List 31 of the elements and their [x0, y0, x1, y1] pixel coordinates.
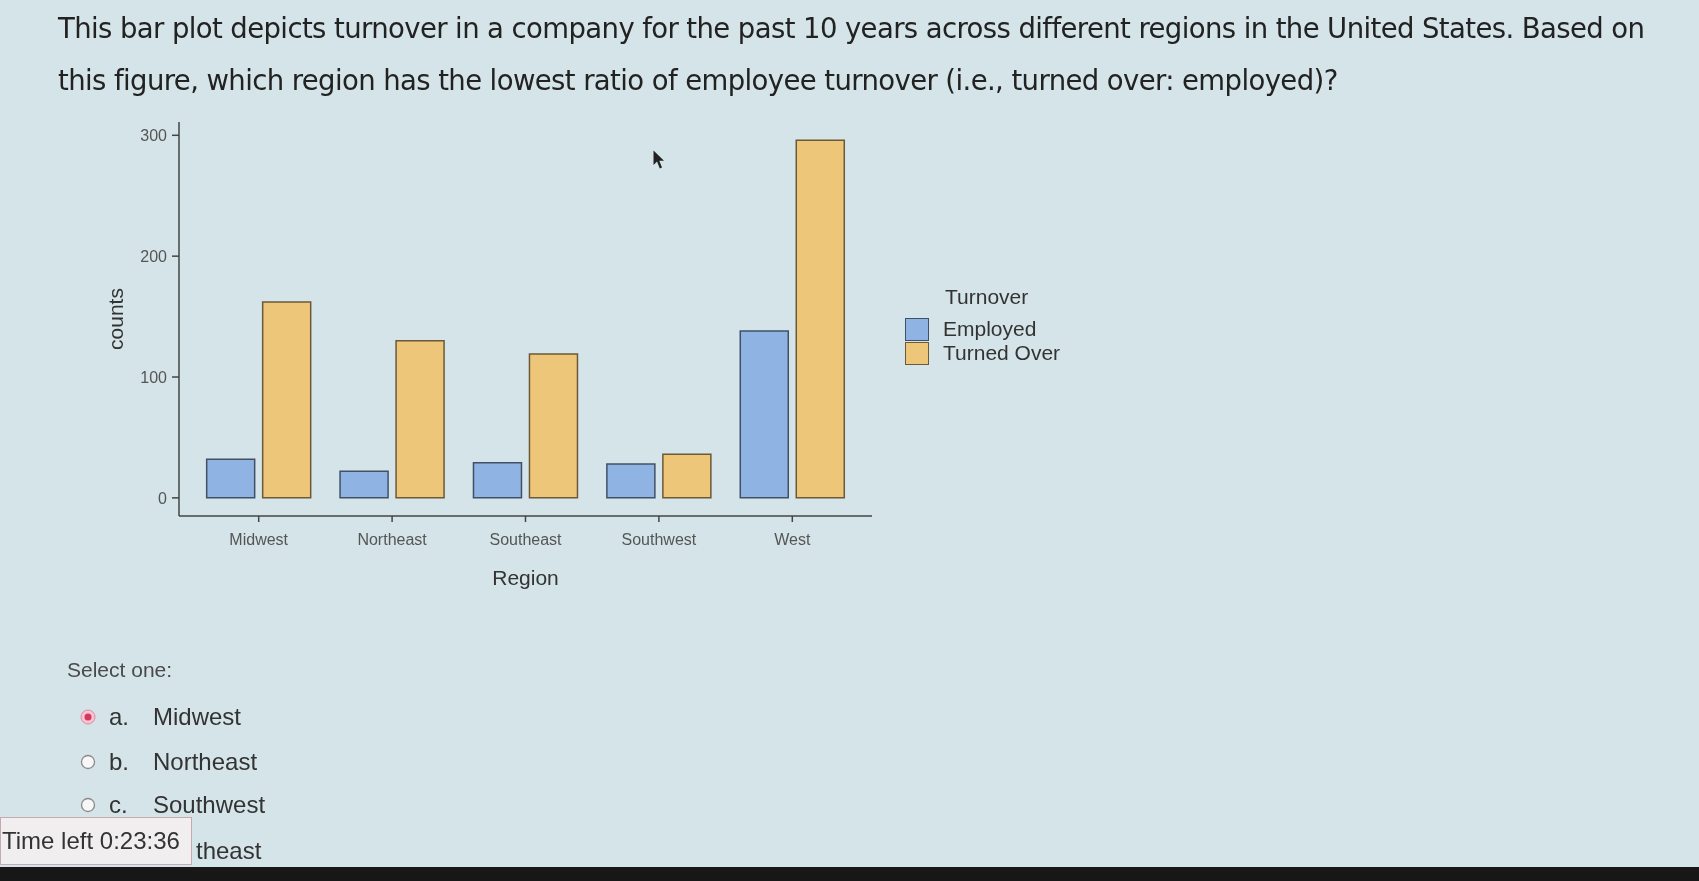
y-axis-title: counts: [103, 288, 127, 350]
bar: [795, 139, 846, 499]
text: Select one:: [67, 657, 173, 683]
bar: [472, 462, 523, 499]
y-tick-label: 200: [140, 247, 168, 265]
y-tick-label: 0: [158, 489, 168, 507]
bar: [205, 458, 256, 499]
x-tick-label: West: [774, 531, 811, 549]
legend-title: Turnover: [945, 284, 1030, 310]
y-tick-label: 100: [140, 368, 168, 386]
bar: [662, 453, 712, 499]
legend-label: Employed: [943, 317, 1037, 341]
x-axis-title: Region: [492, 565, 559, 589]
x-tick-label: Southeast: [489, 531, 563, 549]
text: Time left 0:23:36: [2, 827, 180, 855]
x-tick-label: Northeast: [357, 531, 428, 549]
bar: [339, 470, 389, 499]
bar: [739, 330, 790, 499]
text: theast: [196, 836, 262, 866]
bar: [395, 340, 445, 499]
text: a. Midwest: [109, 702, 242, 732]
bar: [261, 301, 312, 499]
legend-label: Turned Over: [943, 341, 1061, 365]
x-tick-label: Southwest: [621, 531, 697, 549]
bar: [606, 463, 656, 499]
text: b. Northeast: [109, 747, 258, 777]
chart-title: This bar plot depicts turnover in a company for the past 10 years across different regions in the United States. Based on this figure, which region has the lowest ratio of employee turnover (i.e., turned over: employed)?: [58, 11, 1646, 98]
y-tick-label: 300: [140, 126, 168, 144]
text: c. Southwest: [109, 790, 266, 820]
x-tick-label: Midwest: [229, 531, 289, 549]
bar: [528, 353, 579, 499]
